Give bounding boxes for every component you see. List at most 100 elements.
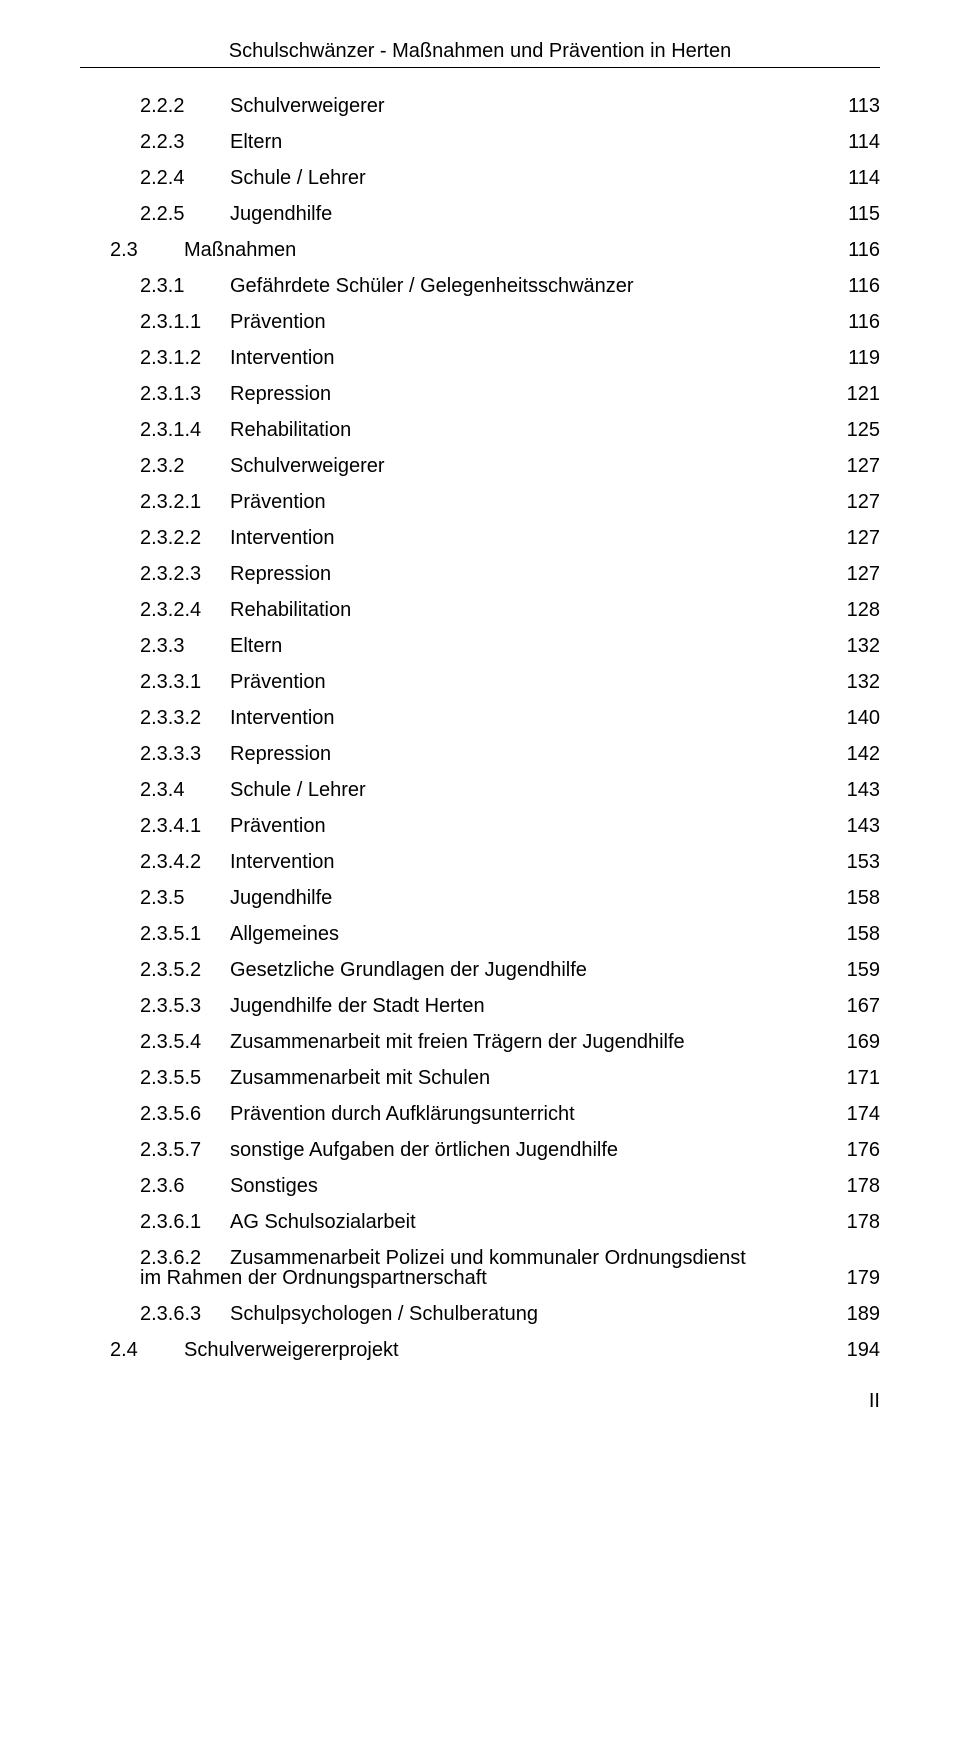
toc-label: Intervention <box>230 348 335 368</box>
toc-entry: 2.3.5Jugendhilfe158 <box>80 888 880 908</box>
toc-number: 2.3.5.4 <box>140 1032 230 1052</box>
toc-label: Schulverweigerer <box>230 456 385 476</box>
toc-label: Jugendhilfe der Stadt Herten <box>230 996 485 1016</box>
toc-label: Schulverweigererprojekt <box>184 1340 399 1360</box>
toc-number: 2.3.4.1 <box>140 816 230 836</box>
toc-label: Prävention <box>230 816 326 836</box>
toc-page: 140 <box>847 708 880 728</box>
toc-page: 121 <box>847 384 880 404</box>
toc-label: AG Schulsozialarbeit <box>230 1212 416 1232</box>
toc-page: 153 <box>847 852 880 872</box>
toc-number: 2.2.3 <box>140 132 230 152</box>
toc-number: 2.3.6.3 <box>140 1304 230 1324</box>
toc-number: 2.3.5.2 <box>140 960 230 980</box>
toc-entry: 2.2.3Eltern114 <box>80 132 880 152</box>
toc-label: Prävention <box>230 312 326 332</box>
toc-entry: 2.2.5Jugendhilfe115 <box>80 204 880 224</box>
toc-entry: 2.3.5.7sonstige Aufgaben der örtlichen J… <box>80 1140 880 1160</box>
toc-label: Rehabilitation <box>230 420 351 440</box>
toc-page: 113 <box>848 96 880 116</box>
toc-page: 132 <box>847 636 880 656</box>
toc-entry: 2.3.2.3Repression127 <box>80 564 880 584</box>
toc-number: 2.3.1.3 <box>140 384 230 404</box>
toc-page: 178 <box>847 1212 880 1232</box>
toc-number: 2.3.3.1 <box>140 672 230 692</box>
toc-number: 2.3.5.1 <box>140 924 230 944</box>
toc-entry: 2.3.2.2Intervention127 <box>80 528 880 548</box>
toc-entry: 2.3.3.3Repression142 <box>80 744 880 764</box>
toc-number: 2.3.2.2 <box>140 528 230 548</box>
toc-number: 2.3 <box>110 240 184 260</box>
toc-label: Schulverweigerer <box>230 96 385 116</box>
toc-label: Rehabilitation <box>230 600 351 620</box>
toc-number: 2.3.3 <box>140 636 230 656</box>
toc-entry: 2.2.2Schulverweigerer 113 <box>80 96 880 116</box>
toc-entry: 2.3.3.2Intervention140 <box>80 708 880 728</box>
toc-page: 143 <box>847 780 880 800</box>
toc-number: 2.3.1.2 <box>140 348 230 368</box>
toc-label: Schule / Lehrer <box>230 780 366 800</box>
toc-number: 2.3.5.5 <box>140 1068 230 1088</box>
toc-number: 2.3.1.4 <box>140 420 230 440</box>
toc-number: 2.3.5.6 <box>140 1104 230 1124</box>
toc-page: 132 <box>847 672 880 692</box>
toc-label: Eltern <box>230 132 282 152</box>
toc-label: Zusammenarbeit mit freien Trägern der Ju… <box>230 1032 685 1052</box>
toc-entry: 2.3.1Gefährdete Schüler / Gelegenheitssc… <box>80 276 880 296</box>
toc-entry: 2.3.3.1Prävention132 <box>80 672 880 692</box>
toc-label: Zusammenarbeit Polizei und kommunaler Or… <box>230 1248 746 1268</box>
toc-label: Repression <box>230 564 331 584</box>
toc-entry: 2.3.3Eltern 132 <box>80 636 880 656</box>
toc-entry: 2.3.5.6Prävention durch Aufklärungsunter… <box>80 1104 880 1124</box>
toc-page: 171 <box>847 1068 880 1088</box>
toc-entry: 2.3.5.1Allgemeines158 <box>80 924 880 944</box>
toc-number: 2.3.6 <box>140 1176 230 1196</box>
toc-page: 116 <box>848 240 880 260</box>
toc-entry: 2.3.4Schule / Lehrer 143 <box>80 780 880 800</box>
toc-page: 169 <box>847 1032 880 1052</box>
toc-number: 2.3.4.2 <box>140 852 230 872</box>
toc-page: 158 <box>847 924 880 944</box>
toc-page: 127 <box>847 456 880 476</box>
toc-number: 2.2.4 <box>140 168 230 188</box>
toc-page: 159 <box>847 960 880 980</box>
toc-entry: 2.3.5.2Gesetzliche Grundlagen der Jugend… <box>80 960 880 980</box>
toc-page: 127 <box>847 492 880 512</box>
toc-number: 2.2.2 <box>140 96 230 116</box>
toc-entry: 2.3.2.4Rehabilitation128 <box>80 600 880 620</box>
toc-page: 194 <box>847 1340 880 1360</box>
toc-number: 2.3.2.4 <box>140 600 230 620</box>
toc-entry: 2.4Schulverweigererprojekt 194 <box>80 1340 880 1360</box>
toc-number: 2.3.6.1 <box>140 1212 230 1232</box>
toc-number: 2.4 <box>110 1340 184 1360</box>
toc-page: 142 <box>847 744 880 764</box>
toc-number: 2.3.1 <box>140 276 230 296</box>
toc-label: Prävention durch Aufklärungsunterricht <box>230 1104 575 1124</box>
toc-label: Eltern <box>230 636 282 656</box>
toc-page: 125 <box>847 420 880 440</box>
toc-page: 174 <box>847 1104 880 1124</box>
toc-page: 115 <box>848 204 880 224</box>
toc-number: 2.3.4 <box>140 780 230 800</box>
page-header-title: Schulschwänzer - Maßnahmen und Präventio… <box>80 40 880 68</box>
toc-number: 2.3.5.3 <box>140 996 230 1016</box>
toc-entry: 2.3.4.2Intervention153 <box>80 852 880 872</box>
page-number: II <box>80 1390 880 1413</box>
toc-entry: 2.3.4.1Prävention143 <box>80 816 880 836</box>
toc-label: Jugendhilfe <box>230 204 332 224</box>
toc-entry: 2.3.1.1Prävention116 <box>80 312 880 332</box>
toc-label: Gefährdete Schüler / Gelegenheitsschwänz… <box>230 276 634 296</box>
toc-entry: 2.3.6.3Schulpsychologen / Schulberatung1… <box>80 1304 880 1324</box>
toc-entry: 2.3Maßnahmen116 <box>80 240 880 260</box>
toc-entry: 2.3.1.3Repression121 <box>80 384 880 404</box>
toc-label: Schulpsychologen / Schulberatung <box>230 1304 538 1324</box>
toc-page: 176 <box>847 1140 880 1160</box>
table-of-contents: 2.2.2Schulverweigerer1132.2.3Eltern1142.… <box>80 96 880 1360</box>
toc-entry: 2.3.6Sonstiges178 <box>80 1176 880 1196</box>
toc-entry: 2.3.6.2Zusammenarbeit Polizei und kommun… <box>80 1248 880 1288</box>
toc-page: 179 <box>847 1268 880 1288</box>
toc-number: 2.3.2.1 <box>140 492 230 512</box>
toc-label: Gesetzliche Grundlagen der Jugendhilfe <box>230 960 587 980</box>
toc-page: 114 <box>848 168 880 188</box>
toc-entry: 2.3.2.1Prävention127 <box>80 492 880 512</box>
